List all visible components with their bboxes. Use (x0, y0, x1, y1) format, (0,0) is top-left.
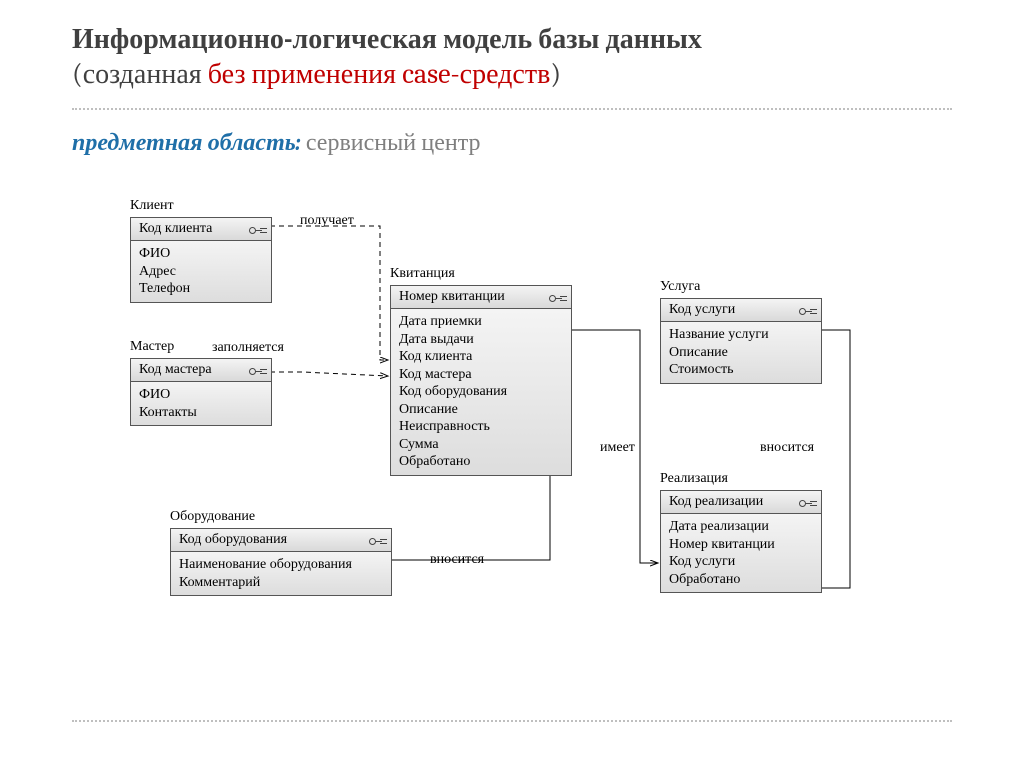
field: Описание (399, 401, 563, 419)
entity-client-key: Код клиента (139, 221, 212, 236)
field: Название услуги (669, 326, 813, 344)
entity-realization-fields: Дата реализации Номер квитанции Код услу… (661, 514, 821, 592)
rel-fills: заполняется (212, 340, 284, 356)
entity-receipt-fields: Дата приемки Дата выдачи Код клиента Код… (391, 309, 571, 475)
entity-receipt: Номер квитанции Дата приемки Дата выдачи… (390, 285, 572, 476)
field: Код услуги (669, 553, 813, 571)
entity-master: Код мастера ФИО Контакты (130, 358, 272, 426)
key-icon (799, 496, 813, 506)
entity-service: Код услуги Название услуги Описание Стои… (660, 298, 822, 384)
field: Обработано (669, 571, 813, 589)
entity-service-key: Код услуги (669, 302, 735, 317)
field: Телефон (139, 280, 263, 298)
field: ФИО (139, 245, 263, 263)
entity-client-fields: ФИО Адрес Телефон (131, 241, 271, 302)
rel-enters2: вносится (760, 440, 814, 456)
field: ФИО (139, 386, 263, 404)
field: Стоимость (669, 361, 813, 379)
field: Обработано (399, 453, 563, 471)
key-icon (249, 364, 263, 374)
field: Комментарий (179, 574, 383, 592)
field: Контакты (139, 404, 263, 422)
diagram-canvas: Клиент Мастер Оборудование Квитанция Усл… (0, 0, 1024, 767)
rel-has: имеет (600, 440, 635, 456)
entity-label-equipment: Оборудование (170, 509, 255, 525)
entity-service-fields: Название услуги Описание Стоимость (661, 322, 821, 383)
entity-equipment: Код оборудования Наименование оборудован… (170, 528, 392, 596)
entity-master-key: Код мастера (139, 362, 212, 377)
entity-master-fields: ФИО Контакты (131, 382, 271, 425)
entity-receipt-key: Номер квитанции (399, 289, 505, 304)
key-icon (249, 223, 263, 233)
entity-equipment-key: Код оборудования (179, 532, 287, 547)
entity-label-client: Клиент (130, 198, 174, 214)
rel-gets: получает (300, 213, 354, 229)
entity-label-master: Мастер (130, 339, 174, 355)
entity-label-service: Услуга (660, 279, 700, 295)
entity-realization: Код реализации Дата реализации Номер кви… (660, 490, 822, 593)
field: Описание (669, 344, 813, 362)
rel-enters1: вносится (430, 552, 484, 568)
field: Адрес (139, 263, 263, 281)
key-icon (369, 534, 383, 544)
field: Наименование оборудования (179, 556, 383, 574)
key-icon (799, 304, 813, 314)
field: Дата приемки (399, 313, 563, 331)
field: Код оборудования (399, 383, 563, 401)
entity-label-realization: Реализация (660, 471, 728, 487)
field: Дата реализации (669, 518, 813, 536)
field: Код клиента (399, 348, 563, 366)
entity-client: Код клиента ФИО Адрес Телефон (130, 217, 272, 303)
divider-bottom (72, 720, 952, 722)
field: Неисправность (399, 418, 563, 436)
key-icon (549, 291, 563, 301)
field: Код мастера (399, 366, 563, 384)
field: Сумма (399, 436, 563, 454)
field: Дата выдачи (399, 331, 563, 349)
entity-equipment-fields: Наименование оборудования Комментарий (171, 552, 391, 595)
field: Номер квитанции (669, 536, 813, 554)
entity-label-receipt: Квитанция (390, 266, 455, 282)
entity-realization-key: Код реализации (669, 494, 763, 509)
